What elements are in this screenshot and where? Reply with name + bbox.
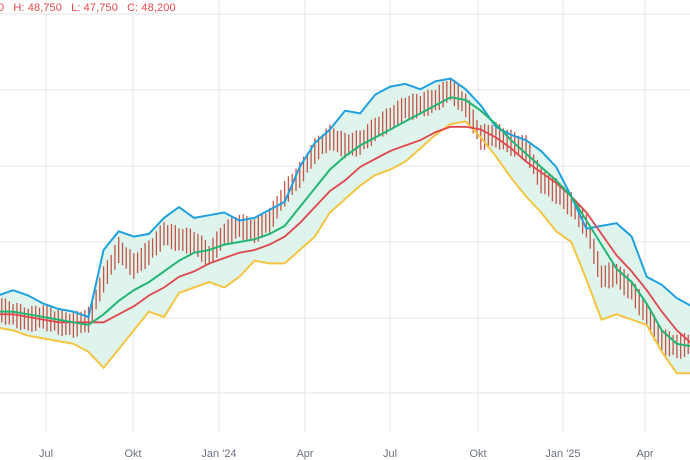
ohlc-close: C: 48,200	[127, 2, 176, 14]
bollinger-band-area	[0, 78, 690, 374]
ohlc-low: L: 47,750	[71, 2, 118, 14]
x-tick-label: Okt	[124, 448, 141, 460]
indicator-lines	[0, 77, 690, 375]
middle-band-line	[0, 96, 690, 348]
x-tick-label: Jul	[383, 448, 397, 460]
ohlc-readout: 0 H: 48,750 L: 47,750 C: 48,200	[0, 2, 182, 14]
ohlc-open-tail: 0	[0, 2, 5, 14]
x-tick-label: Apr	[296, 448, 313, 460]
x-tick-label: Apr	[636, 448, 653, 460]
band-fill	[0, 78, 690, 374]
lower-band-line	[0, 120, 690, 375]
x-tick-label: Okt	[469, 448, 486, 460]
long-ma-line	[0, 125, 690, 344]
x-tick-label: Jul	[39, 448, 53, 460]
x-axis: Jul Okt Jan '24 Apr Jul Okt Jan '25 Apr	[39, 448, 654, 460]
ohlc-high: H: 48,750	[13, 2, 62, 14]
x-tick-label: Jan '25	[545, 448, 580, 460]
x-tick-label: Jan '24	[201, 448, 236, 460]
upper-band-line	[0, 77, 690, 319]
